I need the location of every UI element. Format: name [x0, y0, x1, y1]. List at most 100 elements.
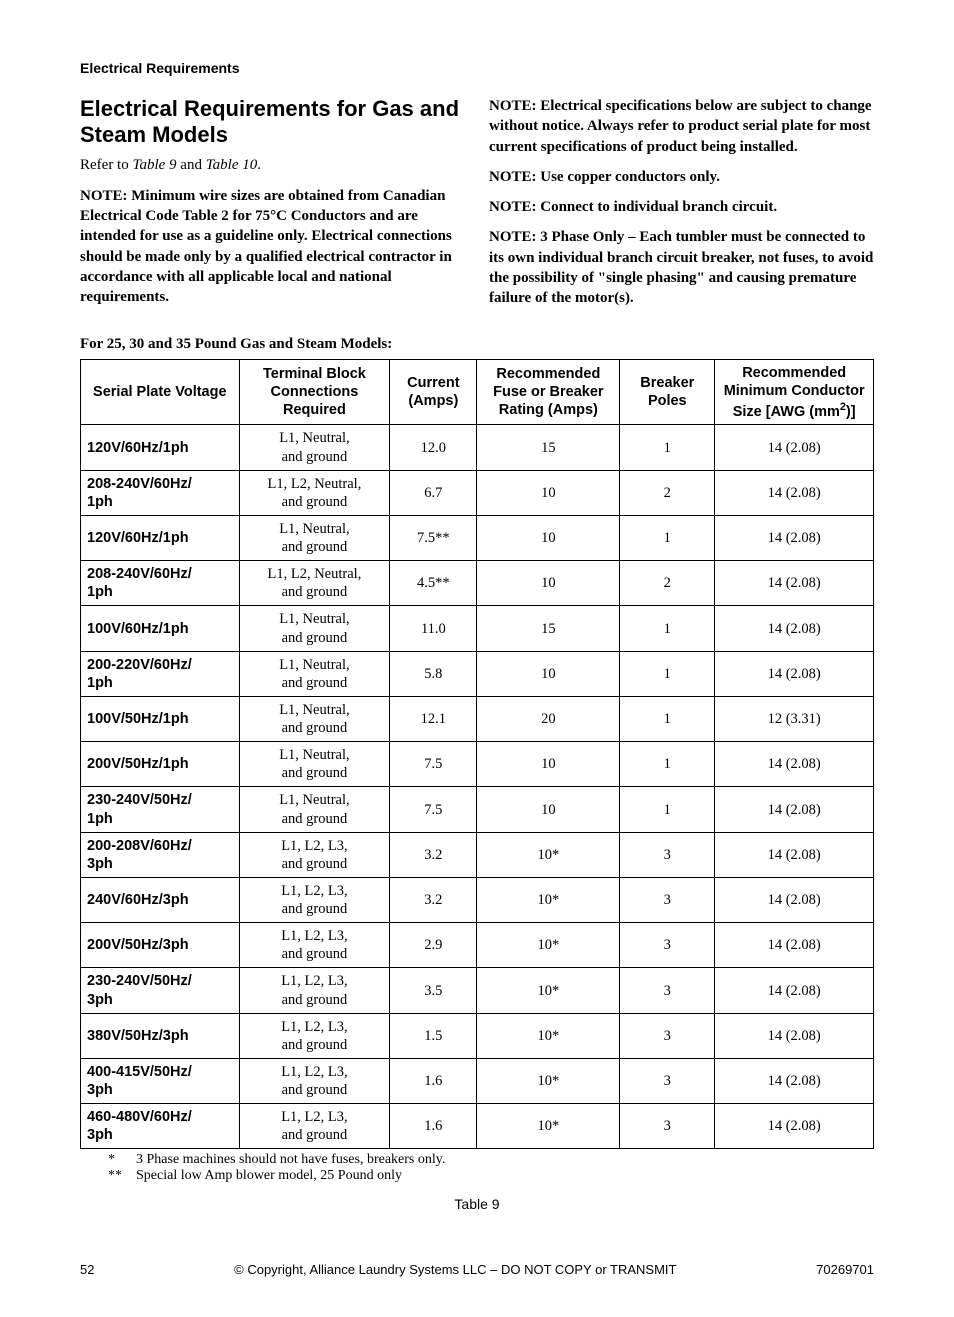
table-cell: 10*	[477, 1058, 620, 1103]
table-cell: 1	[620, 742, 715, 787]
footer-copyright: © Copyright, Alliance Laundry Systems LL…	[234, 1262, 676, 1277]
table-cell: 100V/50Hz/1ph	[81, 696, 240, 741]
table-cell: 208-240V/60Hz/1ph	[81, 561, 240, 606]
table-cell: 3	[620, 1058, 715, 1103]
table-cell: 208-240V/60Hz/1ph	[81, 470, 240, 515]
table-cell: 14 (2.08)	[715, 606, 874, 651]
table-cell: 7.5	[390, 742, 477, 787]
footnote-1-text: 3 Phase machines should not have fuses, …	[136, 1152, 445, 1168]
table-row: 240V/60Hz/3phL1, L2, L3,and ground3.210*…	[81, 877, 874, 922]
table-cell: 230-240V/50Hz/3ph	[81, 968, 240, 1013]
table-cell: 12.1	[390, 696, 477, 741]
table-cell: 380V/50Hz/3ph	[81, 1013, 240, 1058]
table-cell: 14 (2.08)	[715, 742, 874, 787]
table-cell: 14 (2.08)	[715, 968, 874, 1013]
table-cell: L1, L2, L3,and ground	[239, 923, 390, 968]
table-row: 100V/50Hz/1phL1, Neutral,and ground12.12…	[81, 696, 874, 741]
table-cell: 14 (2.08)	[715, 425, 874, 470]
table-cell: 10	[477, 651, 620, 696]
refer-table10: Table 10	[206, 157, 258, 173]
table-cell: 200-220V/60Hz/1ph	[81, 651, 240, 696]
table-cell: 1	[620, 651, 715, 696]
refer-post: .	[257, 157, 261, 173]
table-cell: 14 (2.08)	[715, 787, 874, 832]
table-cell: L1, Neutral,and ground	[239, 425, 390, 470]
table-cell: L1, L2, L3,and ground	[239, 1104, 390, 1149]
table-cell: 7.5**	[390, 515, 477, 560]
table-cell: 1	[620, 696, 715, 741]
refer-table9: Table 9	[132, 157, 176, 173]
table-row: 230-240V/50Hz/1phL1, Neutral,and ground7…	[81, 787, 874, 832]
main-heading: Electrical Requirements for Gas and Stea…	[80, 96, 465, 149]
table-header-cell: Terminal Block Connections Required	[239, 360, 390, 425]
left-column: Electrical Requirements for Gas and Stea…	[80, 96, 465, 318]
table-cell: 10*	[477, 923, 620, 968]
footnote-2: ** Special low Amp blower model, 25 Poun…	[108, 1168, 874, 1184]
table-cell: 2.9	[390, 923, 477, 968]
table-cell: 2	[620, 561, 715, 606]
table-cell: 230-240V/50Hz/1ph	[81, 787, 240, 832]
table-cell: 20	[477, 696, 620, 741]
table-cell: L1, L2, Neutral,and ground	[239, 561, 390, 606]
table-cell: 7.5	[390, 787, 477, 832]
table-cell: 14 (2.08)	[715, 1058, 874, 1103]
note-right-3: NOTE: Connect to individual branch circu…	[489, 197, 874, 217]
refer-mid: and	[177, 157, 206, 173]
table-row: 200V/50Hz/1phL1, Neutral,and ground7.510…	[81, 742, 874, 787]
note-right-2: NOTE: Use copper conductors only.	[489, 167, 874, 187]
table-subheading: For 25, 30 and 35 Pound Gas and Steam Mo…	[80, 336, 874, 353]
table-cell: 1.6	[390, 1058, 477, 1103]
table-cell: 3	[620, 832, 715, 877]
table-row: 400-415V/50Hz/3phL1, L2, L3,and ground1.…	[81, 1058, 874, 1103]
table-row: 380V/50Hz/3phL1, L2, L3,and ground1.510*…	[81, 1013, 874, 1058]
table-row: 200-220V/60Hz/1phL1, Neutral,and ground5…	[81, 651, 874, 696]
table-header-cell: Current (Amps)	[390, 360, 477, 425]
table-cell: 100V/60Hz/1ph	[81, 606, 240, 651]
table-cell: 460-480V/60Hz/3ph	[81, 1104, 240, 1149]
table-cell: 10	[477, 561, 620, 606]
table-row: 208-240V/60Hz/1phL1, L2, Neutral,and gro…	[81, 470, 874, 515]
table-cell: 10*	[477, 968, 620, 1013]
page-footer: 52 © Copyright, Alliance Laundry Systems…	[80, 1262, 874, 1277]
table-cell: L1, L2, Neutral,and ground	[239, 470, 390, 515]
table-cell: 14 (2.08)	[715, 877, 874, 922]
table-cell: 10	[477, 515, 620, 560]
table-cell: 3	[620, 1104, 715, 1149]
table-header-cell: Recommended Minimum Conductor Size [AWG …	[715, 360, 874, 425]
table-cell: L1, Neutral,and ground	[239, 742, 390, 787]
table-cell: 14 (2.08)	[715, 651, 874, 696]
table-cell: L1, L2, L3,and ground	[239, 1013, 390, 1058]
footnote-1-symbol: *	[108, 1152, 136, 1168]
table-cell: 10*	[477, 1013, 620, 1058]
table-header-row: Serial Plate VoltageTerminal Block Conne…	[81, 360, 874, 425]
footer-doc-number: 70269701	[816, 1262, 874, 1277]
table-cell: 3.5	[390, 968, 477, 1013]
table-cell: 3	[620, 968, 715, 1013]
table-cell: L1, Neutral,and ground	[239, 696, 390, 741]
table-cell: 200V/50Hz/1ph	[81, 742, 240, 787]
table-cell: 12 (3.31)	[715, 696, 874, 741]
table-cell: L1, Neutral,and ground	[239, 651, 390, 696]
table-header-cell: Breaker Poles	[620, 360, 715, 425]
footer-page-number: 52	[80, 1262, 94, 1277]
table-cell: 11.0	[390, 606, 477, 651]
table-row: 208-240V/60Hz/1phL1, L2, Neutral,and gro…	[81, 561, 874, 606]
right-column: NOTE: Electrical specifications below ar…	[489, 96, 874, 318]
table-cell: L1, Neutral,and ground	[239, 515, 390, 560]
table-cell: 15	[477, 606, 620, 651]
table-row: 460-480V/60Hz/3phL1, L2, L3,and ground1.…	[81, 1104, 874, 1149]
table-header-cell: Recommended Fuse or Breaker Rating (Amps…	[477, 360, 620, 425]
table-cell: 14 (2.08)	[715, 470, 874, 515]
table-row: 120V/60Hz/1phL1, Neutral,and ground12.01…	[81, 425, 874, 470]
table-cell: 200V/50Hz/3ph	[81, 923, 240, 968]
table-row: 200V/50Hz/3phL1, L2, L3,and ground2.910*…	[81, 923, 874, 968]
table-cell: 3	[620, 923, 715, 968]
footnote-2-text: Special low Amp blower model, 25 Pound o…	[136, 1168, 402, 1184]
table-cell: 10*	[477, 1104, 620, 1149]
table-row: 230-240V/50Hz/3phL1, L2, L3,and ground3.…	[81, 968, 874, 1013]
table-cell: 6.7	[390, 470, 477, 515]
table-cell: 5.8	[390, 651, 477, 696]
table-cell: 1	[620, 515, 715, 560]
table-body: 120V/60Hz/1phL1, Neutral,and ground12.01…	[81, 425, 874, 1149]
footnotes: * 3 Phase machines should not have fuses…	[108, 1152, 874, 1184]
